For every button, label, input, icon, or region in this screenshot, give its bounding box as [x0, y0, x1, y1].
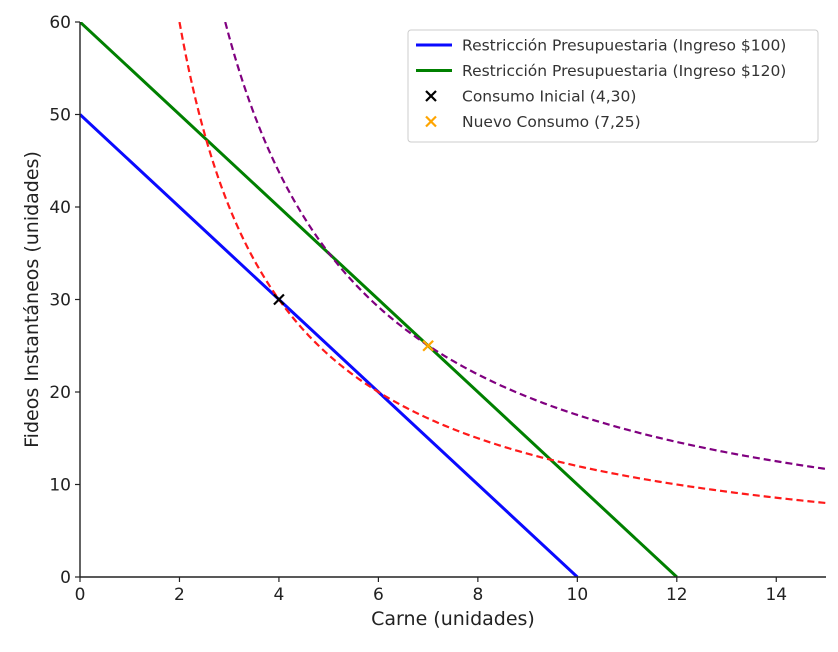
legend-item: Nuevo Consumo (7,25) [425, 113, 641, 131]
legend-label: Nuevo Consumo (7,25) [462, 113, 641, 131]
legend-box [407, 29, 819, 143]
x-tick-label: 8 [472, 585, 483, 605]
plot-series [80, 22, 826, 577]
x-tick-label: 0 [75, 585, 86, 605]
series-line-2 [178, 22, 826, 505]
ticks: 0 2 4 6 8 10 12 14 0 10 20 30 40 50 60 [49, 13, 787, 605]
data-point-4 [273, 293, 285, 306]
series-line-0 [80, 113, 579, 577]
x-tick-label: 10 [567, 585, 589, 605]
y-tick-label: 0 [60, 568, 71, 588]
x-axis-label: Carne (unidades) [371, 608, 535, 630]
legend-label: Consumo Inicial (4,30) [462, 88, 636, 106]
y-tick-label: 50 [49, 106, 71, 126]
legend-item: Restricción Presupuestaria (Ingreso $120… [416, 62, 786, 80]
x-tick-label: 2 [174, 585, 185, 605]
legend: Restricción Presupuestaria (Ingreso $100… [407, 29, 819, 143]
y-tick-label: 10 [49, 476, 71, 496]
series-line-1 [80, 22, 678, 577]
x-tick-label: 4 [274, 585, 285, 605]
y-tick-label: 20 [49, 383, 71, 403]
legend-label: Restricción Presupuestaria (Ingreso $100… [462, 37, 786, 55]
x-tick-label: 12 [666, 585, 688, 605]
legend-item: Restricción Presupuestaria (Ingreso $100… [416, 37, 786, 55]
y-tick-label: 30 [49, 291, 71, 311]
x-tick-label: 14 [765, 585, 787, 605]
legend-item: Consumo Inicial (4,30) [425, 88, 636, 106]
y-tick-label: 40 [49, 198, 71, 218]
y-tick-label: 60 [49, 13, 71, 33]
y-axis-label: Fideos Instantáneos (unidades) [21, 151, 43, 448]
plot-markers [273, 293, 434, 352]
series-line-3 [224, 22, 826, 471]
legend-label: Restricción Presupuestaria (Ingreso $120… [462, 62, 786, 80]
x-tick-label: 6 [373, 585, 384, 605]
data-point-5 [422, 339, 434, 352]
